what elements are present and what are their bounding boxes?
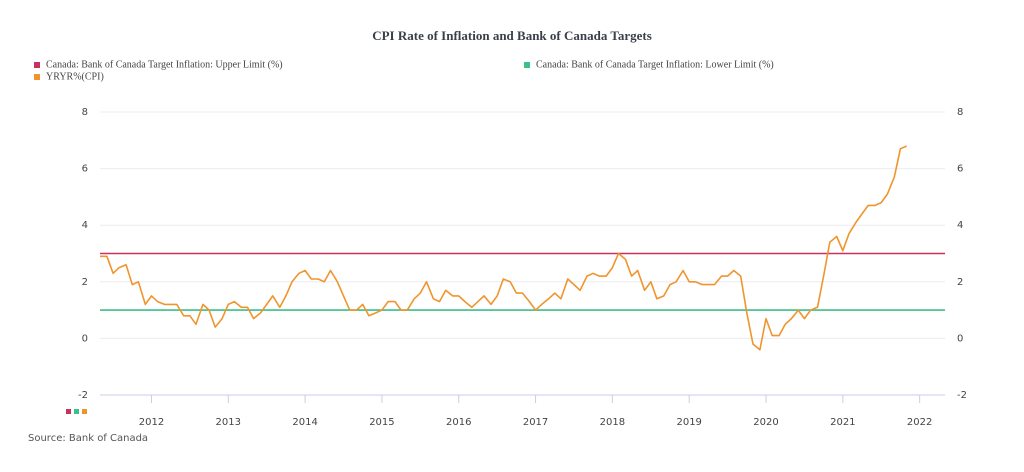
series-toggle bbox=[66, 409, 71, 414]
y-tick-label: 6 bbox=[82, 164, 88, 175]
y-tick-label: 4 bbox=[82, 220, 88, 231]
x-tick-label: 2022 bbox=[907, 417, 932, 428]
y2-tick-label: 8 bbox=[957, 107, 963, 118]
x-tick-label: 2018 bbox=[600, 417, 625, 428]
cpi-line bbox=[100, 145, 907, 351]
x-tick-label: 2019 bbox=[676, 417, 701, 428]
legend-label: Canada: Bank of Canada Target Inflation:… bbox=[46, 59, 283, 70]
x-tick-label: 2012 bbox=[139, 417, 164, 428]
legend-swatch bbox=[34, 74, 40, 80]
chart-title: CPI Rate of Inflation and Bank of Canada… bbox=[372, 28, 652, 43]
x-tick-label: 2013 bbox=[216, 417, 241, 428]
y2-tick-label: 0 bbox=[957, 333, 963, 344]
x-tick-label: 2015 bbox=[369, 417, 394, 428]
series-toggle bbox=[74, 409, 79, 414]
y-tick-label: 2 bbox=[82, 277, 88, 288]
series-toggle bbox=[82, 409, 87, 414]
x-tick-label: 2016 bbox=[446, 417, 471, 428]
y2-tick-label: -2 bbox=[957, 390, 967, 401]
y2-tick-label: 4 bbox=[957, 220, 963, 231]
y-tick-label: 8 bbox=[82, 107, 88, 118]
y-tick-label: -2 bbox=[78, 390, 88, 401]
legend-label: YRYR%(CPI) bbox=[46, 71, 104, 82]
x-tick-label: 2017 bbox=[523, 417, 548, 428]
y2-tick-label: 2 bbox=[957, 277, 963, 288]
x-tick-label: 2021 bbox=[830, 417, 855, 428]
legend-label: Canada: Bank of Canada Target Inflation:… bbox=[536, 59, 774, 70]
x-tick-label: 2014 bbox=[292, 417, 317, 428]
source: Source: Bank of Canada bbox=[28, 433, 148, 444]
legend-swatch bbox=[34, 62, 40, 68]
y-tick-label: 0 bbox=[82, 333, 88, 344]
x-tick-label: 2020 bbox=[753, 417, 778, 428]
legend-swatch bbox=[524, 62, 530, 68]
y2-tick-label: 6 bbox=[957, 164, 963, 175]
